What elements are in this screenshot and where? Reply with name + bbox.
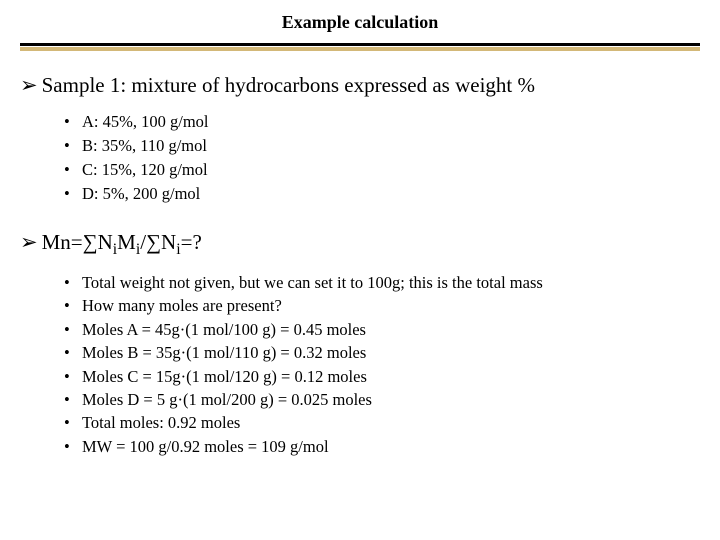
divider-gold <box>20 47 700 51</box>
section2-heading-text: Mn=∑NiMi/∑Ni=? <box>42 230 202 259</box>
list-item: Moles D = 5 g·(1 mol/200 g) = 0.025 mole… <box>64 388 700 411</box>
section1-list: A: 45%, 100 g/molB: 35%, 110 g/molC: 15%… <box>64 110 700 206</box>
section2-list: Total weight not given, but we can set i… <box>64 271 700 458</box>
divider-dark <box>20 43 700 46</box>
list-item: Moles C = 15g·(1 mol/120 g) = 0.12 moles <box>64 365 700 388</box>
list-item: MW = 100 g/0.92 moles = 109 g/mol <box>64 435 700 458</box>
list-item: C: 15%, 120 g/mol <box>64 158 700 182</box>
list-item: D: 5%, 200 g/mol <box>64 182 700 206</box>
list-item: How many moles are present? <box>64 294 700 317</box>
list-item: A: 45%, 100 g/mol <box>64 110 700 134</box>
list-item: Total moles: 0.92 moles <box>64 411 700 434</box>
arrow-icon: ➢ <box>20 232 38 253</box>
list-item: Moles A = 45g·(1 mol/100 g) = 0.45 moles <box>64 318 700 341</box>
arrow-icon: ➢ <box>20 75 38 96</box>
list-item: B: 35%, 110 g/mol <box>64 134 700 158</box>
list-item: Moles B = 35g·(1 mol/110 g) = 0.32 moles <box>64 341 700 364</box>
section1-heading: ➢ Sample 1: mixture of hydrocarbons expr… <box>20 73 700 98</box>
section2-heading: ➢ Mn=∑NiMi/∑Ni=? <box>20 230 700 259</box>
slide-title: Example calculation <box>20 12 700 33</box>
section1-heading-text: Sample 1: mixture of hydrocarbons expres… <box>42 73 535 98</box>
list-item: Total weight not given, but we can set i… <box>64 271 700 294</box>
